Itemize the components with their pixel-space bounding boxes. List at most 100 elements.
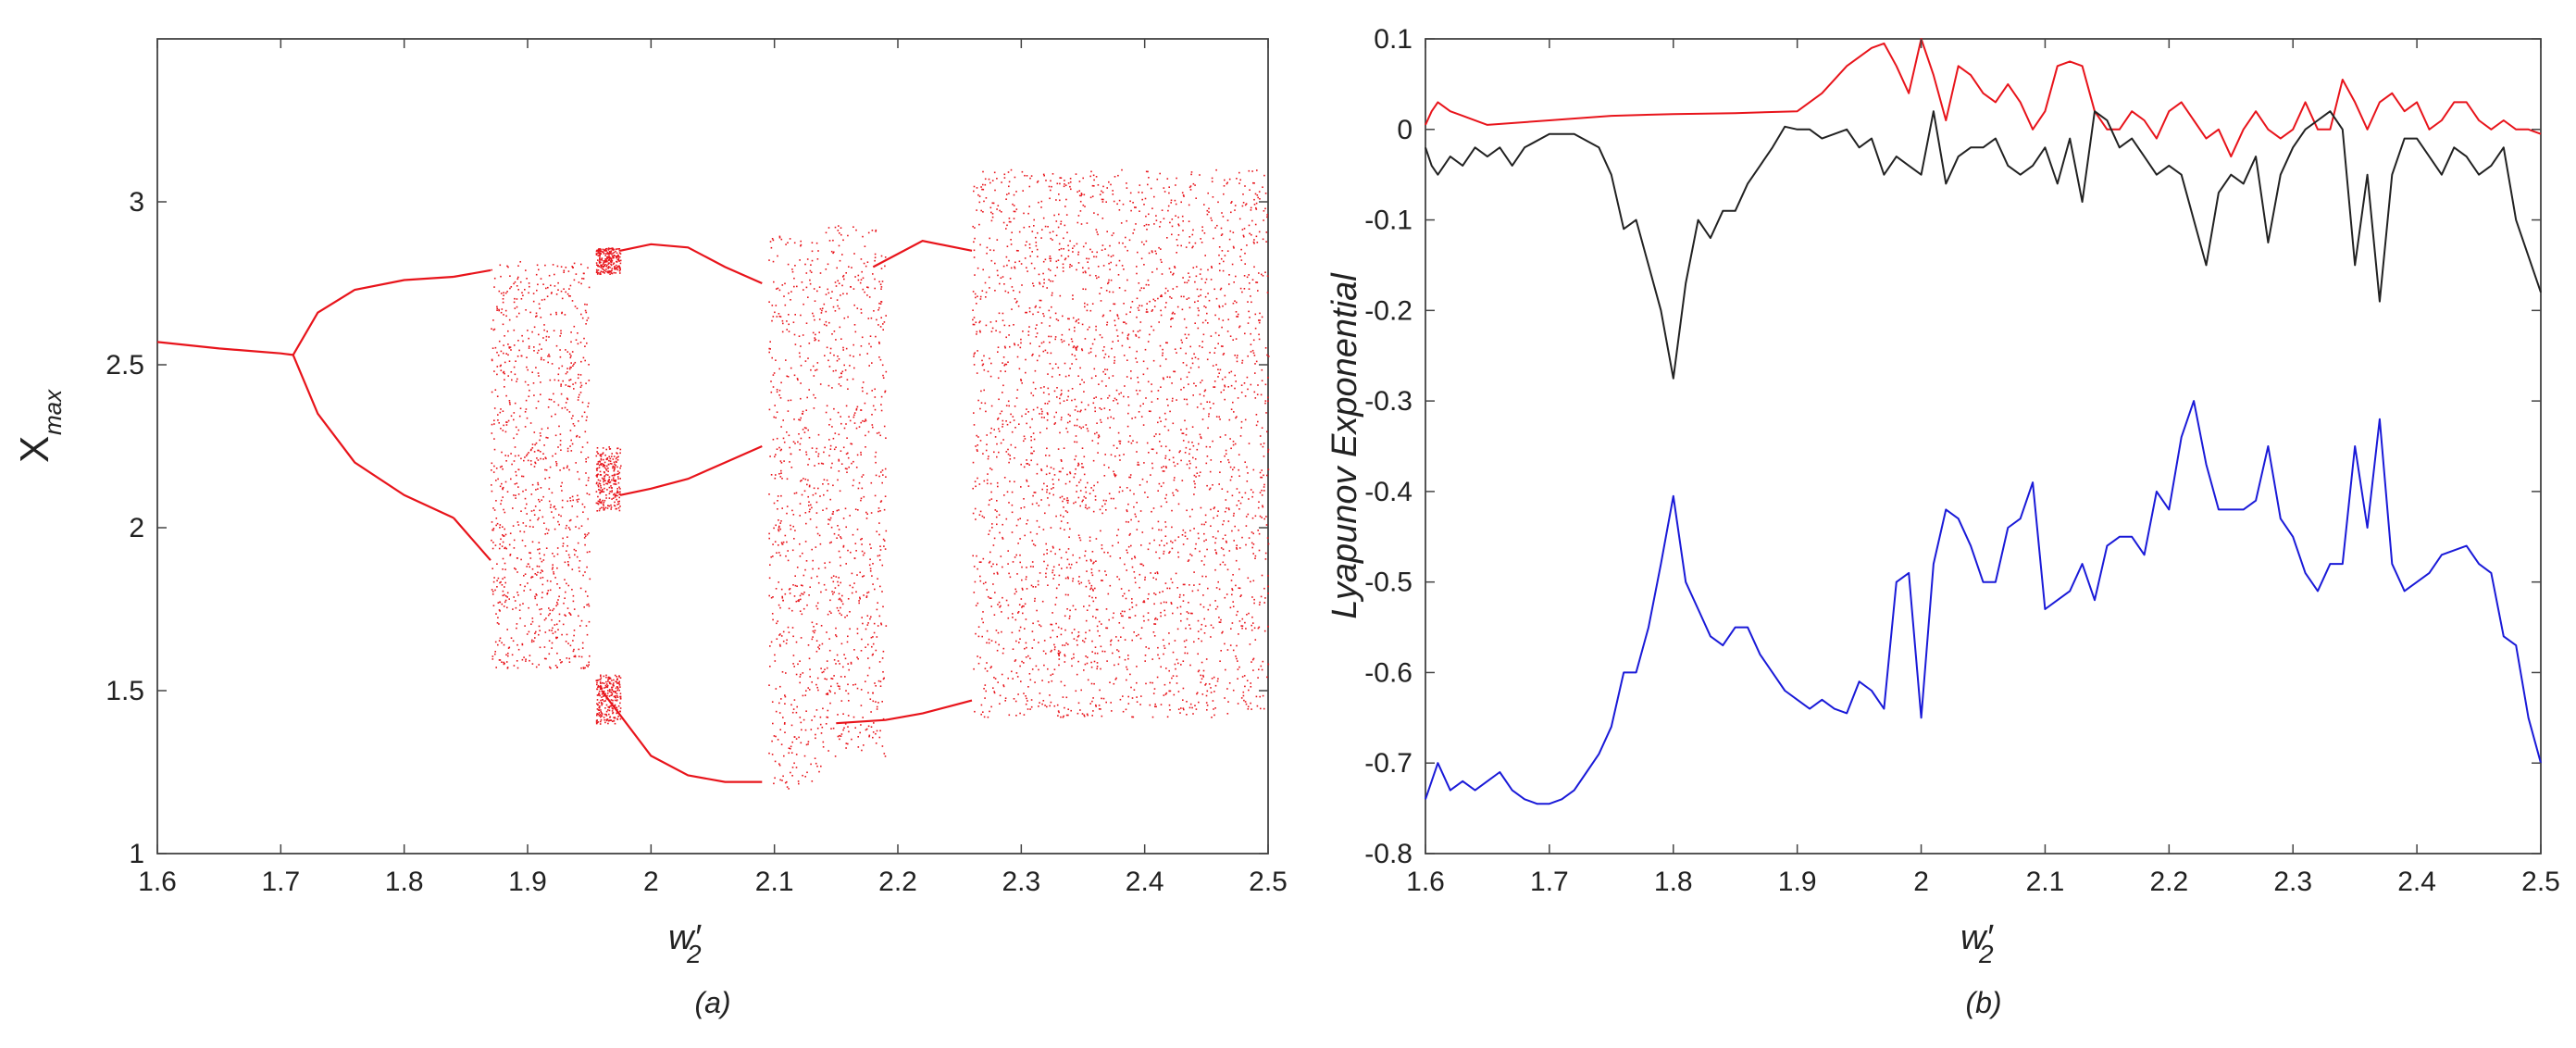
orbit-point	[999, 703, 1001, 705]
orbit-point	[1076, 418, 1078, 421]
orbit-point	[1060, 520, 1063, 522]
orbit-point	[619, 695, 622, 698]
orbit-point	[879, 283, 882, 285]
orbit-point	[1122, 615, 1124, 618]
orbit-point	[788, 323, 790, 326]
orbit-point	[611, 686, 613, 689]
orbit-point	[1140, 627, 1143, 629]
orbit-point	[547, 361, 549, 364]
orbit-point	[1232, 574, 1234, 576]
orbit-point	[1104, 454, 1106, 455]
orbit-point	[617, 705, 620, 707]
orbit-point	[1058, 470, 1061, 473]
orbit-point	[503, 294, 504, 296]
orbit-point	[616, 267, 618, 268]
orbit-point	[1064, 529, 1065, 530]
orbit-point	[843, 654, 845, 655]
orbit-point	[491, 490, 493, 493]
orbit-point	[1014, 343, 1015, 344]
orbit-point	[805, 409, 807, 411]
orbit-point	[860, 499, 862, 502]
orbit-point	[853, 414, 855, 417]
orbit-point	[595, 268, 598, 271]
orbit-point	[1240, 427, 1242, 429]
orbit-point	[525, 525, 528, 527]
orbit-point	[537, 372, 540, 374]
orbit-point	[790, 367, 792, 369]
orbit-point	[1165, 501, 1168, 504]
orbit-point	[604, 480, 606, 482]
orbit-point	[877, 625, 879, 627]
orbit-point	[881, 591, 883, 593]
orbit-point	[547, 406, 550, 408]
orbit-point	[1064, 184, 1067, 186]
orbit-point	[1107, 282, 1109, 285]
orbit-point	[878, 343, 880, 344]
orbit-point	[979, 580, 982, 582]
orbit-point	[504, 455, 506, 456]
orbit-point	[495, 468, 498, 469]
orbit-point	[589, 551, 591, 553]
orbit-point	[1011, 491, 1014, 493]
orbit-point	[1088, 506, 1090, 509]
orbit-point	[1074, 409, 1076, 411]
orbit-point	[506, 265, 508, 268]
orbit-point	[1232, 515, 1235, 517]
orbit-point	[1185, 352, 1187, 355]
orbit-point	[842, 276, 844, 278]
orbit-point	[615, 694, 616, 697]
orbit-point	[1077, 660, 1079, 663]
orbit-point	[1188, 204, 1190, 206]
orbit-point	[784, 694, 786, 696]
orbit-point	[1085, 631, 1087, 634]
orbit-point	[800, 397, 802, 400]
orbit-point	[865, 265, 867, 268]
orbit-point	[498, 609, 501, 611]
orbit-point	[870, 636, 873, 639]
orbit-point	[1090, 584, 1093, 587]
orbit-point	[566, 397, 568, 400]
orbit-point	[838, 609, 840, 612]
orbit-point	[1057, 259, 1060, 261]
orbit-point	[1113, 497, 1114, 500]
orbit-point	[1153, 435, 1155, 438]
orbit-point	[1152, 298, 1155, 301]
orbit-point	[508, 318, 511, 321]
orbit-point	[602, 489, 604, 491]
orbit-point	[1048, 681, 1050, 683]
orbit-point	[516, 667, 519, 669]
orbit-point	[605, 683, 608, 685]
orbit-point	[502, 410, 504, 412]
orbit-point	[1250, 295, 1251, 297]
orbit-point	[1069, 609, 1071, 612]
orbit-point	[1118, 209, 1121, 211]
orbit-point	[555, 311, 557, 314]
orbit-point	[1244, 492, 1247, 494]
orbit-point	[1209, 446, 1211, 448]
orbit-point	[570, 367, 572, 368]
orbit-point	[604, 263, 606, 266]
orbit-point	[815, 368, 818, 371]
orbit-point	[1262, 275, 1264, 277]
orbit-point	[775, 305, 778, 306]
orbit-point	[491, 432, 493, 434]
orbit-point	[510, 286, 513, 288]
orbit-point	[1175, 215, 1176, 217]
orbit-point	[613, 461, 616, 464]
orbit-point	[1070, 338, 1073, 340]
orbit-point	[1191, 246, 1193, 249]
orbit-point	[1151, 510, 1152, 513]
orbit-point	[1137, 381, 1139, 383]
orbit-point	[973, 412, 975, 414]
orbit-point	[1200, 681, 1202, 683]
orbit-point	[771, 319, 773, 322]
orbit-point	[988, 562, 990, 564]
orbit-point	[615, 479, 617, 481]
orbit-point	[548, 607, 550, 609]
orbit-point	[1138, 464, 1140, 466]
orbit-point	[1015, 301, 1017, 304]
orbit-point	[857, 279, 860, 281]
orbit-point	[795, 738, 798, 740]
orbit-point	[517, 455, 520, 456]
orbit-point	[1092, 489, 1095, 492]
